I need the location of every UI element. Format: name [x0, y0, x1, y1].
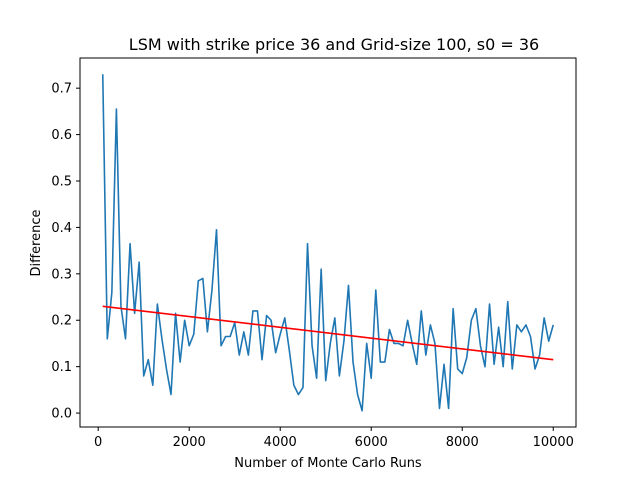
x-tick-label: 10000	[533, 435, 574, 450]
y-tick-label: 0.2	[51, 314, 72, 329]
y-tick-label: 0.7	[51, 82, 72, 97]
data-series-line	[101, 74, 555, 412]
axes-frame	[79, 57, 577, 428]
y-tick-label: 0.3	[51, 267, 72, 282]
plot-area	[79, 57, 577, 428]
x-tick-label: 4000	[264, 435, 297, 450]
y-axis-ticks: 0.0 0.1 0.2 0.3 0.4 0.5 0.6 0.7	[51, 82, 80, 422]
y-tick-label: 0.1	[51, 360, 72, 375]
x-axis-label: Number of Monte Carlo Runs	[234, 456, 422, 471]
y-tick-label: 0.4	[51, 221, 72, 236]
y-tick-label: 0.5	[51, 175, 72, 190]
y-axis-label: Difference	[29, 209, 44, 276]
chart-title: LSM with strike price 36 and Grid-size 1…	[129, 35, 539, 54]
y-tick-label: 0.0	[51, 407, 72, 422]
x-tick-label: 6000	[355, 435, 388, 450]
x-tick-label: 2000	[173, 435, 206, 450]
x-tick-label: 8000	[446, 435, 479, 450]
trend-line	[102, 305, 554, 361]
x-tick-label: 0	[94, 435, 102, 450]
y-tick-label: 0.6	[51, 128, 72, 143]
x-axis-ticks: 0 2000 4000 6000 8000 10000	[94, 427, 574, 450]
series-layer	[101, 74, 555, 412]
